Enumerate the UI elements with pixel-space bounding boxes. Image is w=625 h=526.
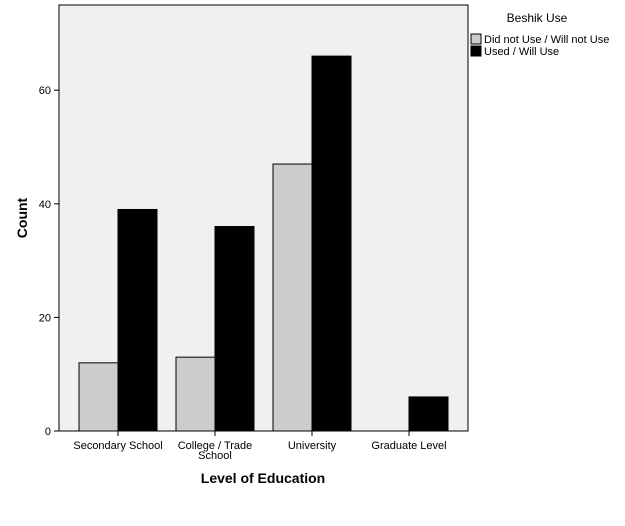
bar-did-not-use-3 — [272, 163, 313, 432]
x-tick-label: Graduate Level — [371, 440, 446, 452]
y-axis: 0 20 40 60 — [39, 85, 59, 438]
x-tick-label: Secondary School — [73, 440, 162, 452]
bar-did-not-use-1 — [78, 362, 119, 432]
x-axis-title: Level of Education — [201, 470, 325, 486]
y-axis-title: Count — [14, 197, 30, 238]
y-tick-label: 40 — [39, 199, 51, 211]
legend-title: Beshik Use — [507, 11, 568, 25]
legend-label-did-not-use: Did not Use / Will not Use — [484, 34, 609, 46]
bar-used-4 — [408, 396, 449, 432]
y-tick-label: 0 — [45, 426, 51, 438]
bars-group — [78, 55, 449, 432]
bar-used-1 — [117, 208, 158, 432]
x-tick-label: University — [288, 440, 337, 452]
x-tick-label: College / Trade School — [178, 440, 253, 462]
bar-used-3 — [311, 55, 352, 432]
legend-label-used: Used / Will Use — [484, 46, 559, 58]
legend: Beshik Use Did not Use / Will not UseUse… — [470, 11, 609, 58]
bar-did-not-use-2 — [175, 356, 216, 432]
x-axis: Secondary School College / Trade School Uni… — [73, 431, 447, 462]
y-tick-label: 60 — [39, 85, 51, 97]
y-tick-label: 20 — [39, 312, 51, 324]
legend-swatch-used — [470, 45, 482, 57]
legend-swatch-did-not-use — [470, 33, 482, 45]
bar-used-2 — [214, 226, 255, 432]
